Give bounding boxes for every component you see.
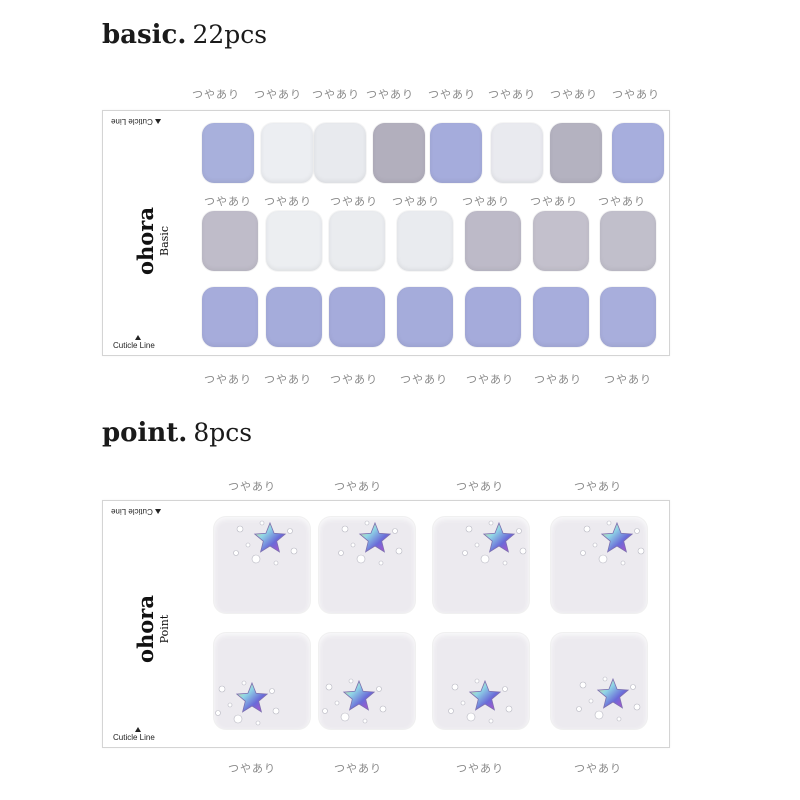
gloss-tag: つやあり [264, 373, 312, 386]
point-nail-tip [319, 633, 415, 729]
nail-tip [329, 287, 385, 347]
rhinestone-star-icon [215, 680, 280, 726]
gloss-tag: つやあり [366, 88, 414, 101]
cuticle-line-bottom: Cuticle Line [113, 335, 155, 350]
nail-tip [373, 123, 425, 183]
gloss-tag: つやあり [254, 88, 302, 101]
gloss-tag: つやあり [488, 88, 536, 101]
gloss-tag: つやあり [264, 195, 312, 208]
point-nail-tip [214, 633, 310, 729]
gloss-tag: つやあり [192, 88, 240, 101]
gloss-tag: つやあり [400, 373, 448, 386]
rhinestone-star-icon [338, 520, 403, 566]
basic-count: 22pcs [192, 20, 268, 49]
gloss-tag: つやあり [604, 373, 652, 386]
cuticle-line-label: Cuticle Line [113, 341, 155, 350]
gloss-tag: つやあり [456, 762, 504, 775]
nail-tip [329, 211, 385, 271]
gloss-tag: つやあり [334, 762, 382, 775]
point-nail-tip [551, 517, 647, 613]
arrow-icon [155, 119, 162, 124]
nail-tip [465, 287, 521, 347]
nail-tip [491, 123, 543, 183]
rhinestone-star-icon [233, 520, 298, 566]
nail-tip [314, 123, 366, 183]
basic-title: basic. [102, 20, 187, 50]
gloss-tag: つやあり [534, 373, 582, 386]
nail-tip [600, 211, 656, 271]
cuticle-line-top: Cuticle Line [111, 117, 162, 126]
nail-tip [612, 123, 664, 183]
nail-tip [202, 123, 254, 183]
nail-tip [261, 123, 313, 183]
rhinestone-star-icon [462, 520, 527, 566]
gloss-tag: つやあり [462, 195, 510, 208]
gloss-tag: つやあり [204, 195, 252, 208]
gloss-tag: つやあり [428, 88, 476, 101]
point-nail-tip [214, 517, 310, 613]
nail-tip [266, 287, 322, 347]
point-nail-tip [551, 633, 647, 729]
point-nail-tip [433, 517, 529, 613]
gloss-tag: つやあり [574, 762, 622, 775]
cuticle-line-label: Cuticle Line [113, 733, 155, 742]
nail-tip [202, 211, 258, 271]
arrow-icon [135, 727, 141, 732]
gloss-tag: つやあり [204, 373, 252, 386]
nail-tip [397, 211, 453, 271]
point-title: point. [102, 418, 188, 448]
gloss-tag: つやあり [550, 88, 598, 101]
brand-line: Basic [158, 226, 171, 256]
gloss-tag: つやあり [598, 195, 646, 208]
nail-tip [397, 287, 453, 347]
rhinestone-star-icon [448, 678, 513, 724]
nail-tip [550, 123, 602, 183]
brand-logo: ohora [133, 595, 158, 663]
gloss-tag: つやあり [334, 480, 382, 493]
brand-block: ohora Basic [133, 195, 171, 287]
nail-tip [533, 211, 589, 271]
nail-tip [430, 123, 482, 183]
basic-heading: basic. 22pcs [102, 22, 267, 48]
basic-nail-sheet: Cuticle Line ohora Basic Cuticle Line [102, 110, 670, 356]
gloss-tag: つやあり [466, 373, 514, 386]
gloss-tag: つやあり [530, 195, 578, 208]
point-nail-tip [433, 633, 529, 729]
gloss-tag: つやあり [612, 88, 660, 101]
point-count: 8pcs [193, 418, 253, 447]
point-nail-tip [319, 517, 415, 613]
nail-tip [533, 287, 589, 347]
gloss-tag: つやあり [228, 480, 276, 493]
cuticle-line-label: Cuticle Line [111, 117, 153, 126]
rhinestone-star-icon [576, 676, 641, 722]
gloss-tag: つやあり [574, 480, 622, 493]
brand-line: Point [158, 614, 171, 644]
gloss-tag: つやあり [330, 195, 378, 208]
point-nail-sheet: Cuticle Line ohora Point Cuticle Line [102, 500, 670, 748]
nail-tip [266, 211, 322, 271]
gloss-tag: つやあり [392, 195, 440, 208]
nail-tip [600, 287, 656, 347]
arrow-icon [155, 509, 162, 514]
cuticle-line-label: Cuticle Line [111, 507, 153, 516]
rhinestone-star-icon [322, 678, 387, 724]
gloss-tag: つやあり [330, 373, 378, 386]
cuticle-line-bottom: Cuticle Line [113, 727, 155, 742]
gloss-tag: つやあり [312, 88, 360, 101]
gloss-tag: つやあり [228, 762, 276, 775]
gloss-tag: つやあり [456, 480, 504, 493]
brand-block: ohora Point [133, 583, 171, 675]
point-heading: point. 8pcs [102, 420, 252, 446]
brand-logo: ohora [133, 207, 158, 275]
cuticle-line-top: Cuticle Line [111, 507, 162, 516]
arrow-icon [135, 335, 141, 340]
nail-tip [465, 211, 521, 271]
rhinestone-star-icon [580, 520, 645, 566]
nail-tip [202, 287, 258, 347]
